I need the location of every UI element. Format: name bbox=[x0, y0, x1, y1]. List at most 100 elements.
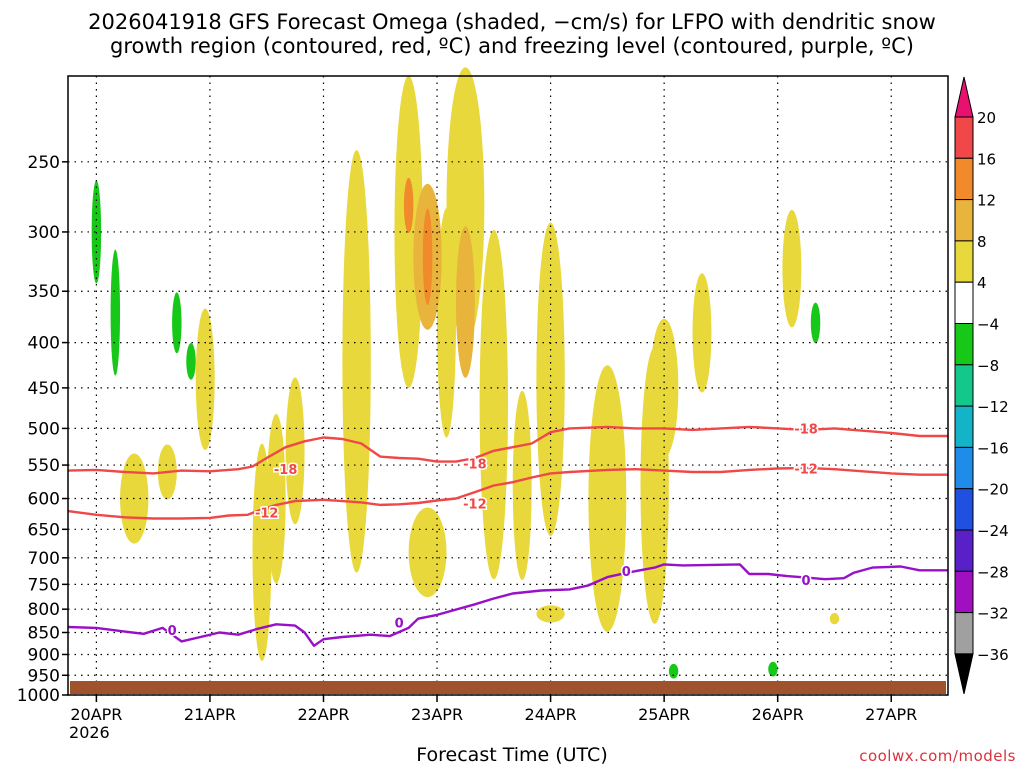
x-tick-label-22APR: 22APR bbox=[297, 705, 349, 724]
y-tick-label-500: 500 bbox=[28, 419, 60, 439]
omega-shading-layer bbox=[91, 67, 840, 679]
omega-shade-17 bbox=[512, 390, 532, 581]
omega-shade-16 bbox=[285, 377, 305, 525]
omega-shade-10 bbox=[782, 209, 802, 328]
contour-label-0-2: 0 bbox=[622, 565, 631, 580]
omega-shade-20 bbox=[408, 507, 447, 598]
omega-shade-23 bbox=[422, 208, 433, 306]
colorbar-label-1: 16 bbox=[977, 150, 996, 168]
chart-title-line-2: growth region (contoured, red, ºC) and f… bbox=[110, 34, 914, 58]
omega-shade-5 bbox=[536, 222, 565, 536]
colorbar-swatch-9 bbox=[954, 446, 974, 490]
omega-shade-26 bbox=[110, 249, 121, 376]
colorbar-label-8: −16 bbox=[977, 439, 1009, 457]
colorbar-label-7: −12 bbox=[977, 398, 1009, 416]
colorbar-bottom-arrow bbox=[954, 653, 974, 695]
ground-layer bbox=[70, 681, 946, 694]
omega-shade-31 bbox=[768, 661, 778, 677]
colorbar-label-2: 12 bbox=[977, 192, 996, 210]
colorbar-label-11: −28 bbox=[977, 563, 1009, 581]
x-tick-label-25APR: 25APR bbox=[638, 705, 690, 724]
y-tick-label-550: 550 bbox=[28, 456, 60, 476]
colorbar-swatch-1 bbox=[954, 116, 974, 159]
omega-shade-0 bbox=[342, 150, 371, 573]
contour-label--12-0: -12 bbox=[255, 506, 279, 521]
y-tick-label-450: 450 bbox=[28, 379, 60, 399]
contour--18-line bbox=[67, 425, 948, 475]
colorbar-label-13: −36 bbox=[977, 646, 1009, 664]
contour-0-line bbox=[67, 563, 948, 647]
colorbar-label-5: −4 bbox=[977, 316, 999, 334]
y-axis: 2503003504004505005506006507007508008509… bbox=[17, 153, 68, 706]
contour-label--18-0: -18 bbox=[274, 463, 298, 478]
colorbar-swatch-7 bbox=[954, 364, 974, 407]
colorbar-label-10: −24 bbox=[977, 522, 1009, 540]
colorbar-label-3: 8 bbox=[977, 233, 987, 251]
omega-shade-9 bbox=[692, 273, 712, 393]
y-tick-label-350: 350 bbox=[28, 282, 60, 302]
credit-link[interactable]: coolwx.com/models bbox=[859, 747, 1016, 765]
omega-shade-27 bbox=[172, 292, 182, 354]
colorbar-swatch-11 bbox=[954, 529, 974, 572]
colorbar-swatch-13 bbox=[954, 612, 974, 655]
y-tick-label-400: 400 bbox=[28, 334, 60, 354]
x-tick-label-20APR: 20APR bbox=[70, 705, 122, 724]
omega-shade-28 bbox=[186, 343, 196, 380]
omega-shade-18 bbox=[536, 605, 565, 623]
contour-label-0-0: 0 bbox=[168, 624, 177, 639]
colorbar-label-12: −32 bbox=[977, 605, 1009, 623]
chart-title-line-1: 2026041918 GFS Forecast Omega (shaded, −… bbox=[88, 10, 936, 34]
x-tick-label-21APR: 21APR bbox=[184, 705, 236, 724]
contour-label--12-1: -12 bbox=[463, 498, 487, 513]
y-tick-label-750: 750 bbox=[28, 575, 60, 595]
omega-shade-6 bbox=[588, 365, 627, 632]
colorbar-swatch-3 bbox=[954, 199, 974, 242]
contour-label--18-2: -18 bbox=[794, 422, 818, 437]
x-tick-sublabel-20APR: 2026 bbox=[69, 723, 110, 742]
y-tick-label-650: 650 bbox=[28, 520, 60, 540]
colorbar-swatch-8 bbox=[954, 405, 974, 448]
contour-label--12-2: -12 bbox=[794, 463, 818, 478]
omega-shade-30 bbox=[668, 663, 679, 679]
y-tick-label-800: 800 bbox=[28, 600, 60, 620]
omega-shade-25 bbox=[91, 180, 102, 284]
colorbar-swatch-12 bbox=[954, 570, 974, 614]
contour-layer: -18 -18 -18 -12 -12 -12 0 0 0 0 bbox=[67, 421, 948, 647]
x-tick-label-26APR: 26APR bbox=[752, 705, 804, 724]
colorbar-swatch-6 bbox=[954, 323, 974, 366]
y-tick-label-850: 850 bbox=[28, 623, 60, 643]
x-tick-label-27APR: 27APR bbox=[865, 705, 917, 724]
y-tick-label-300: 300 bbox=[28, 223, 60, 243]
plot-frame bbox=[67, 75, 949, 696]
omega-shade-19 bbox=[829, 613, 840, 625]
y-tick-label-250: 250 bbox=[28, 153, 60, 173]
colorbar: 20 16 12 8 4 −4 −8 −12 −16 −20 −24 −28 −32 −36 bbox=[954, 76, 1009, 695]
contour-label--18-1: -18 bbox=[463, 458, 487, 473]
colorbar-label-9: −20 bbox=[977, 481, 1009, 499]
omega-shade-22 bbox=[455, 226, 475, 378]
x-tick-label-24APR: 24APR bbox=[525, 705, 577, 724]
colorbar-swatch-2 bbox=[954, 157, 974, 201]
omega-shade-29 bbox=[810, 302, 821, 344]
y-tick-label-950: 950 bbox=[28, 666, 60, 686]
y-tick-label-1000: 1000 bbox=[17, 686, 60, 706]
colorbar-label-6: −8 bbox=[977, 357, 999, 375]
omega-shade-4 bbox=[479, 229, 508, 580]
contour-label-0-1: 0 bbox=[395, 616, 404, 631]
colorbar-swatch-5 bbox=[954, 281, 974, 325]
contour-label-0-3: 0 bbox=[802, 574, 811, 589]
colorbar-swatch-4 bbox=[954, 240, 974, 283]
colorbar-label-0: 20 bbox=[977, 109, 996, 127]
ground-bar bbox=[70, 681, 946, 694]
omega-shade-14 bbox=[252, 443, 272, 661]
y-tick-label-900: 900 bbox=[28, 645, 60, 665]
colorbar-top-arrow bbox=[954, 76, 974, 118]
colorbar-label-4: 4 bbox=[977, 274, 987, 292]
omega-shade-8 bbox=[649, 318, 679, 457]
x-axis-title: Forecast Time (UTC) bbox=[416, 744, 608, 766]
omega-shade-24 bbox=[403, 177, 414, 233]
omega-shade-3 bbox=[446, 67, 485, 344]
colorbar-swatch-10 bbox=[954, 488, 974, 531]
